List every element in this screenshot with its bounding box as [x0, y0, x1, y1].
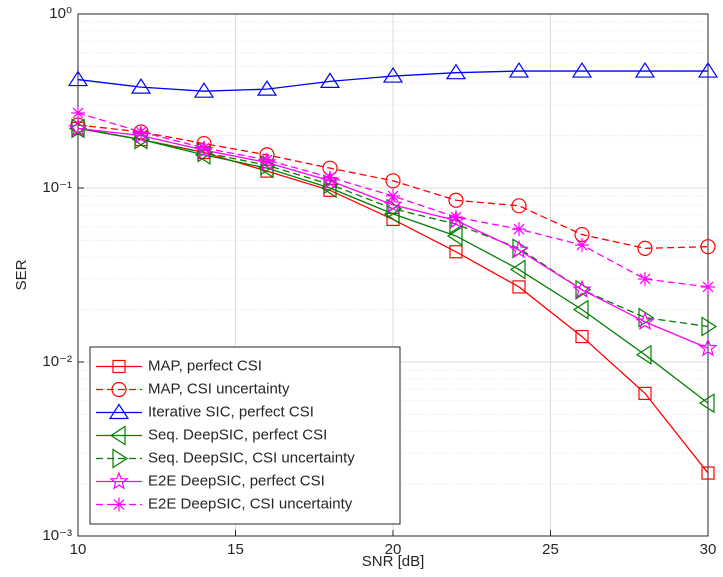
x-tick-label: 30: [700, 541, 717, 558]
marker: [68, 118, 88, 137]
marker: [512, 222, 526, 237]
x-axis-label: SNR [dB]: [362, 553, 425, 570]
series-line: [77, 70, 708, 92]
marker: [634, 61, 656, 78]
marker: [637, 240, 653, 256]
marker: [383, 194, 403, 214]
marker: [385, 173, 401, 189]
marker: [323, 170, 337, 185]
marker: [575, 329, 589, 344]
x-tick-label: 15: [227, 541, 244, 558]
marker: [71, 105, 85, 120]
marker: [111, 381, 127, 398]
marker: [635, 344, 652, 365]
legend-label: Seq. DeepSIC, perfect CSI: [148, 426, 327, 443]
marker: [260, 152, 274, 167]
y-tick-label: 10⁻²: [42, 353, 72, 370]
legend-label: Seq. DeepSIC, CSI uncertainty: [148, 449, 355, 466]
marker: [112, 497, 126, 512]
marker: [697, 61, 719, 78]
marker: [134, 129, 151, 150]
marker: [323, 174, 340, 195]
marker-stroke: [513, 223, 525, 235]
series-line: [77, 124, 709, 249]
marker: [512, 280, 526, 294]
marker: [509, 239, 529, 259]
plot-frame: [77, 13, 709, 537]
marker: [511, 198, 527, 214]
marker-stroke: [72, 107, 84, 119]
marker-stroke: [135, 126, 147, 138]
x-tick-label: 25: [542, 541, 559, 558]
marker: [698, 338, 718, 357]
marker-stroke: [113, 499, 125, 510]
marker: [698, 393, 715, 414]
marker-stroke: [387, 190, 399, 202]
marker: [700, 239, 716, 255]
marker: [386, 188, 400, 203]
marker-stroke: [261, 154, 273, 166]
marker-stroke: [324, 172, 336, 183]
marker: [638, 386, 652, 400]
marker: [638, 271, 652, 286]
marker: [382, 66, 404, 83]
marker: [701, 279, 715, 294]
x-tick-label: 20: [385, 541, 402, 558]
marker: [256, 80, 278, 96]
marker: [108, 403, 130, 420]
marker-stroke: [576, 239, 588, 251]
marker: [193, 82, 215, 98]
marker: [446, 225, 463, 247]
marker-stroke: [702, 281, 714, 293]
legend-label: MAP, perfect CSI: [148, 357, 262, 374]
marker-stroke: [639, 273, 651, 285]
y-tick-label: 10⁰: [49, 5, 72, 22]
marker: [575, 238, 589, 253]
marker: [701, 466, 715, 480]
marker: [386, 198, 403, 219]
marker: [445, 63, 467, 80]
marker: [572, 279, 592, 299]
marker: [134, 124, 148, 139]
marker: [572, 299, 589, 320]
y-tick-label: 10⁻³: [42, 527, 72, 544]
marker: [635, 311, 655, 331]
marker-stroke: [198, 142, 210, 154]
marker: [109, 425, 126, 446]
marker: [67, 70, 89, 87]
marker: [509, 259, 526, 280]
marker: [571, 61, 593, 78]
marker: [508, 61, 530, 78]
y-tick-label: 10⁻¹: [42, 179, 72, 196]
marker: [112, 448, 129, 469]
series-line: [77, 127, 709, 349]
legend-label: MAP, CSI uncertainty: [148, 380, 290, 397]
marker: [449, 214, 466, 235]
marker: [449, 210, 463, 225]
y-axis-label: SER: [13, 259, 30, 290]
marker: [701, 316, 718, 337]
legend-label: E2E DeepSIC, perfect CSI: [148, 472, 325, 489]
marker: [112, 359, 126, 374]
marker-stroke: [450, 211, 462, 223]
legend-label: Iterative SIC, perfect CSI: [148, 403, 314, 420]
marker: [109, 471, 129, 490]
x-tick-label: 10: [70, 541, 87, 558]
legend-label: E2E DeepSIC, CSI uncertainty: [148, 495, 353, 512]
marker: [257, 158, 274, 179]
marker: [449, 245, 463, 259]
marker: [448, 192, 464, 208]
marker: [319, 72, 341, 88]
marker: [130, 78, 152, 94]
marker: [197, 140, 211, 155]
